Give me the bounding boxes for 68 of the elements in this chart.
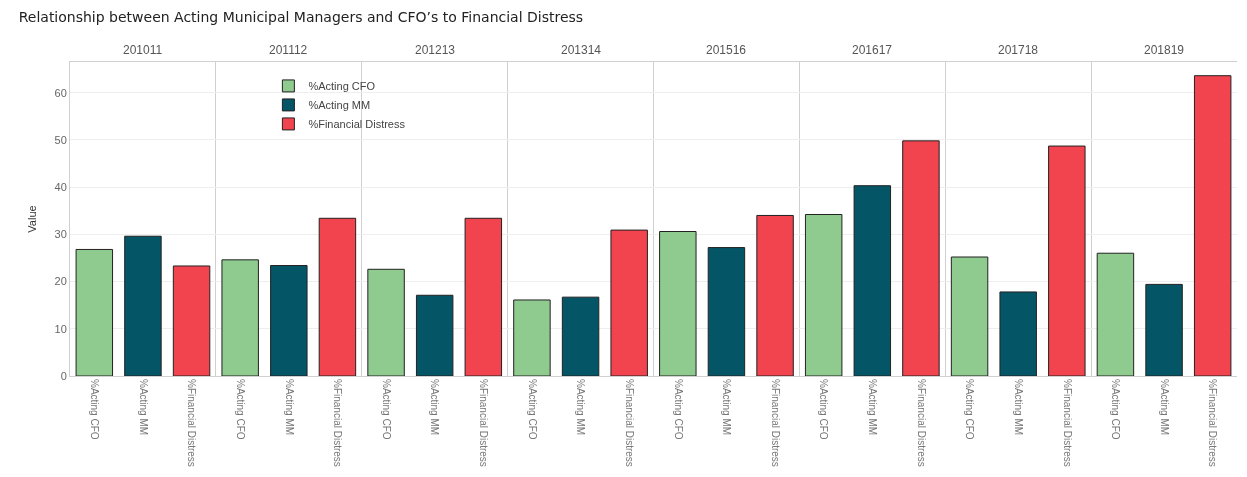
- x-tick-label: %Acting MM: [867, 379, 879, 436]
- bar: [1048, 145, 1086, 376]
- bar: [1096, 252, 1135, 376]
- text: 201314: [561, 43, 602, 57]
- bar: [902, 140, 940, 376]
- bar: [610, 229, 648, 376]
- x-tick-label: %Financial Distress: [186, 379, 198, 467]
- x-tick-label: %Acting CFO: [818, 379, 830, 440]
- bar: [415, 294, 454, 376]
- x-tick-label: %Financial Distress: [1061, 379, 1073, 467]
- chart-title: Relationship between Acting Municipal Managers and CFO’s to Financial Distress: [18, 8, 584, 25]
- y-tick-label: 10: [54, 322, 67, 335]
- legend-label: %Financial Distress: [308, 118, 406, 131]
- bar: [367, 268, 405, 376]
- legend-label: %Acting MM: [308, 99, 371, 112]
- bar: [1193, 75, 1232, 376]
- bar: [318, 217, 357, 376]
- x-tick-label: %Acting CFO: [89, 379, 101, 440]
- x-tick-label: %Financial Distress: [769, 379, 781, 467]
- y-tick-label: 40: [54, 180, 67, 193]
- text: 201819: [1144, 43, 1185, 57]
- text: 201516: [706, 43, 747, 57]
- y-tick-label: 30: [54, 228, 67, 241]
- text: 201617: [852, 43, 893, 57]
- y-tick-label: 0: [60, 369, 67, 382]
- bar: [561, 296, 600, 376]
- x-tick-label: %Acting MM: [429, 379, 441, 436]
- bar: [950, 256, 989, 376]
- x-tick-label: %Acting MM: [575, 379, 587, 436]
- legend-label: %Acting CFO: [308, 80, 376, 93]
- x-tick-label: %Financial Distress: [915, 379, 927, 467]
- bar: [707, 247, 746, 376]
- bar: [853, 185, 892, 376]
- text: 201718: [998, 43, 1039, 57]
- text: 201213: [415, 43, 456, 57]
- y-tick-label: 50: [54, 133, 67, 146]
- x-tick-label: %Acting CFO: [1110, 379, 1122, 440]
- x-tick-label: %Acting CFO: [234, 379, 246, 440]
- x-tick-label: %Financial Distress: [623, 379, 635, 467]
- x-tick-label: %Acting MM: [137, 379, 149, 436]
- bar: [659, 231, 697, 376]
- bar: [270, 265, 308, 376]
- x-tick-label: %Financial Distress: [478, 379, 490, 467]
- x-tick-label: %Financial Distress: [332, 379, 344, 467]
- x-tick-label: %Acting CFO: [380, 379, 392, 440]
- x-tick-label: %Acting MM: [283, 379, 295, 436]
- bar: [221, 259, 259, 376]
- text: 201112: [269, 43, 308, 57]
- bar: [124, 235, 162, 376]
- x-tick-label: %Acting MM: [1158, 379, 1170, 436]
- x-tick-label: %Financial Distress: [1207, 379, 1219, 467]
- text: 201011: [123, 43, 163, 57]
- bar: [513, 299, 551, 376]
- y-tick-label: 60: [54, 86, 67, 99]
- bar: [756, 214, 794, 376]
- y-tick-label: 20: [54, 275, 67, 288]
- bar: [172, 265, 211, 376]
- x-tick-label: %Acting CFO: [672, 379, 684, 440]
- bar: [1145, 283, 1183, 376]
- bar: [804, 214, 843, 376]
- x-tick-label: %Acting CFO: [964, 379, 976, 440]
- bar: [75, 248, 114, 376]
- x-tick-label: %Acting CFO: [526, 379, 538, 440]
- x-tick-label: %Acting MM: [1012, 379, 1024, 436]
- bar: [999, 291, 1037, 376]
- bar: [464, 217, 503, 376]
- x-tick-label: %Acting MM: [721, 379, 733, 436]
- y-axis-title: Value: [26, 205, 39, 233]
